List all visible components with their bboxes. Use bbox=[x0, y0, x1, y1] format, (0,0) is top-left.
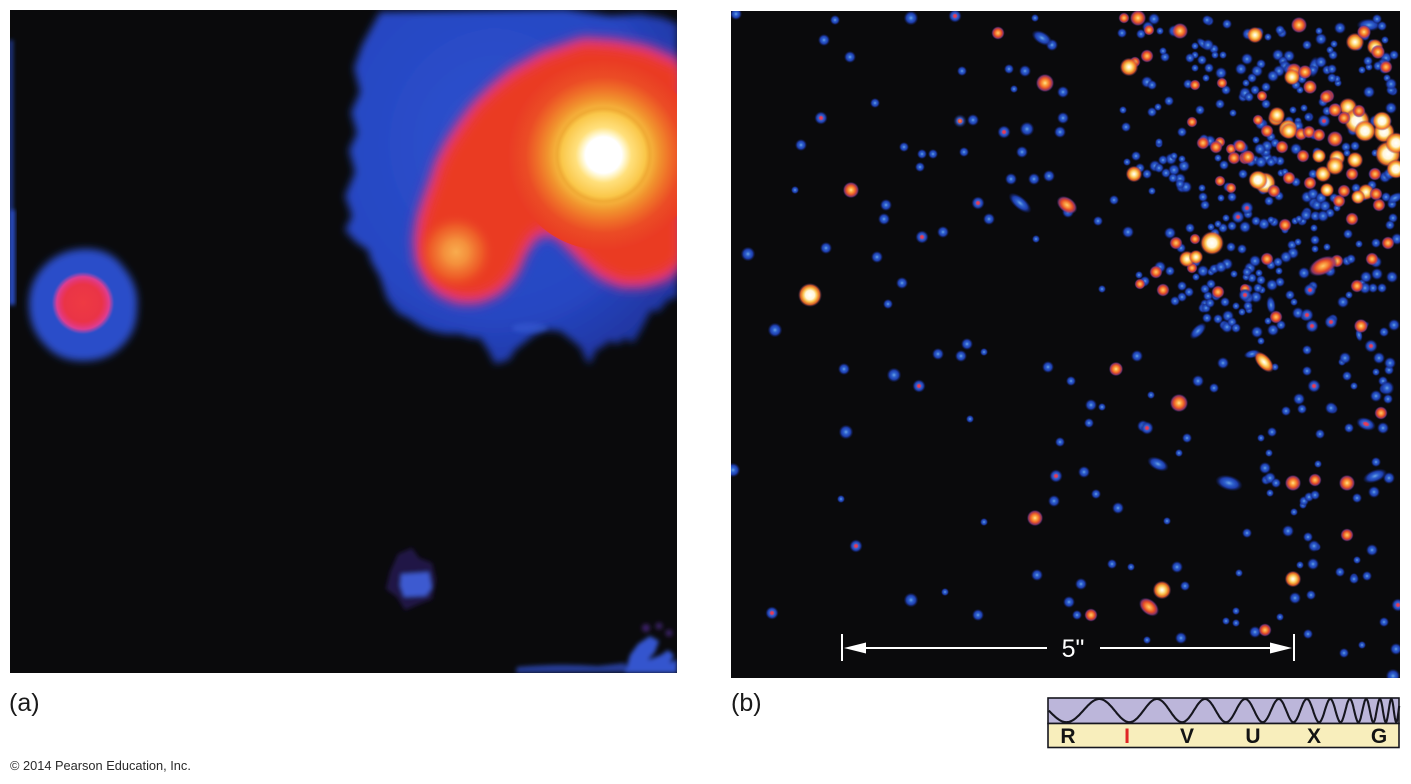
svg-text:X: X bbox=[1307, 725, 1321, 748]
svg-text:G: G bbox=[1371, 725, 1387, 748]
svg-text:V: V bbox=[1180, 725, 1194, 748]
svg-text:I: I bbox=[1124, 725, 1130, 748]
svg-text:R: R bbox=[1060, 725, 1075, 748]
svg-text:U: U bbox=[1245, 725, 1260, 748]
svg-text:5": 5" bbox=[1062, 635, 1085, 663]
